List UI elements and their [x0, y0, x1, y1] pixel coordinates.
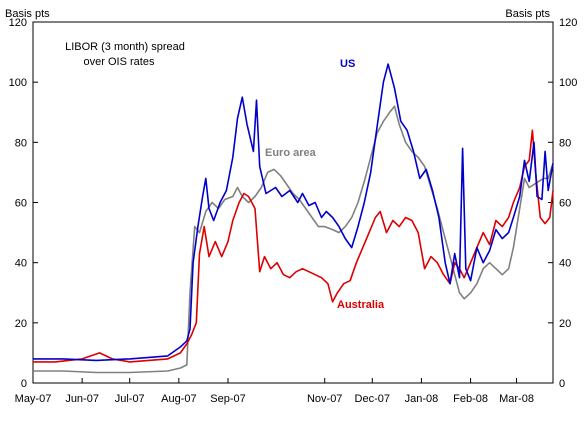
x-tick-label: Jun-07	[65, 393, 99, 405]
x-tick-label: Jul-07	[115, 393, 145, 405]
x-tick-label: Mar-08	[499, 393, 534, 405]
y-tick-label-left: 60	[15, 198, 27, 210]
y-tick-label-right: 80	[559, 137, 571, 149]
series-group	[33, 63, 554, 374]
y-tick-label-left: 80	[15, 137, 27, 149]
series-line-euro-area	[33, 105, 554, 374]
y-axis-left-label: Basis pts	[5, 8, 50, 20]
y-tick-label-left: 40	[15, 258, 27, 270]
series-label-us: US	[340, 58, 355, 70]
y-tick-label-left: 120	[9, 17, 27, 29]
y-tick-label-left: 0	[21, 378, 27, 390]
y-axis-right-label: Basis pts	[505, 8, 550, 20]
plot-frame	[32, 21, 554, 384]
x-tick-label: Jan-08	[405, 393, 439, 405]
x-tick-label: Dec-07	[355, 393, 390, 405]
y-tick-label-right: 60	[559, 198, 571, 210]
x-tick-label: Aug-07	[161, 393, 196, 405]
y-tick-label-left: 20	[15, 318, 27, 330]
y-axis-right: 0 20 40 60 80 100 120	[548, 17, 577, 390]
y-tick-label-left: 100	[9, 77, 27, 89]
y-tick-label-right: 20	[559, 318, 571, 330]
series-line-australia	[33, 129, 554, 363]
y-tick-label-right: 0	[559, 378, 565, 390]
x-tick-label: Feb-08	[453, 393, 488, 405]
x-tick-label: Nov-07	[307, 393, 342, 405]
y-tick-label-right: 100	[559, 77, 577, 89]
y-axis-left: 0 20 40 60 80 100 120	[9, 17, 38, 390]
series-label-euro-area: Euro area	[265, 147, 317, 159]
x-tick-label: Sep-07	[210, 393, 245, 405]
y-tick-label-right: 40	[559, 258, 571, 270]
x-axis: May-07 Jun-07 Jul-07 Aug-07 Sep-07 Nov-07 Dec-…	[15, 378, 534, 405]
annotation-line-2: over OIS rates	[84, 56, 155, 68]
annotation-line-1: LIBOR (3 month) spread	[65, 41, 185, 53]
series-line-us	[33, 63, 554, 362]
y-tick-label-right: 120	[559, 17, 577, 29]
series-label-australia: Australia	[337, 299, 385, 311]
x-tick-label: May-07	[15, 393, 52, 405]
